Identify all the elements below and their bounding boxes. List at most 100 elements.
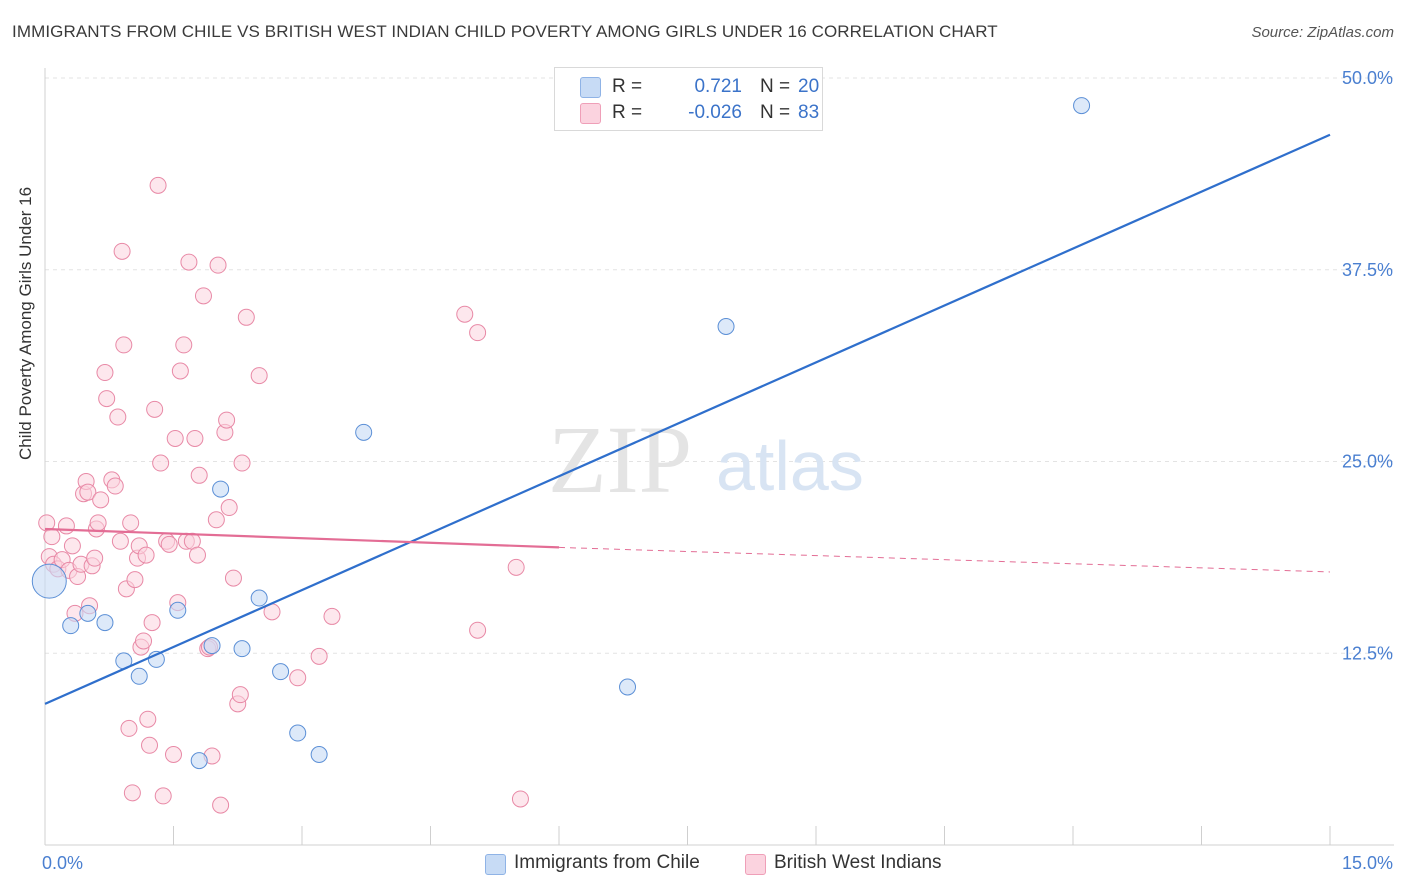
data-point-bwi: [92, 491, 110, 509]
legend-n-value: 20: [798, 76, 820, 97]
data-point-bwi: [137, 546, 155, 564]
data-point-bwi: [113, 242, 131, 260]
data-point-bwi: [120, 719, 138, 737]
series-british-west-indians: [38, 176, 529, 814]
data-point-bwi: [160, 535, 178, 553]
data-point-bwi: [469, 621, 487, 639]
legend-swatch-bwi: [745, 854, 766, 875]
data-point-chile: [250, 589, 268, 607]
y-axis-label: Child Poverty Among Girls Under 16: [16, 186, 35, 460]
data-point-bwi: [171, 362, 189, 380]
data-point-bwi: [190, 466, 208, 484]
data-point-bwi: [154, 787, 172, 805]
watermark-zip: ZIP: [548, 406, 692, 513]
data-point-bwi: [456, 305, 474, 323]
data-point-bwi: [507, 558, 525, 576]
data-point-bwi: [123, 784, 141, 802]
trendline-chile: [44, 133, 1331, 705]
data-point-bwi: [165, 745, 182, 763]
data-point-chile: [272, 663, 290, 681]
data-point-bwi: [220, 499, 238, 517]
trendline-bwi: [44, 527, 560, 549]
data-point-bwi: [135, 632, 153, 650]
data-point-bwi: [209, 256, 227, 274]
data-point-chile: [1073, 97, 1091, 115]
data-point-bwi: [146, 400, 164, 418]
data-point-chile: [31, 563, 67, 599]
legend-r-value: 0.721: [694, 76, 742, 97]
legend-swatch-chile: [580, 77, 601, 98]
data-point-bwi: [188, 546, 206, 564]
data-point-bwi: [98, 390, 116, 408]
legend-r-value: -0.026: [688, 102, 742, 123]
data-point-bwi: [180, 253, 198, 271]
data-point-bwi: [323, 607, 341, 625]
legend-r-label: R =: [612, 102, 643, 123]
y-tick-label: 50.0%: [1342, 68, 1393, 88]
legend-swatch-bwi: [580, 103, 601, 124]
data-point-chile: [190, 752, 208, 770]
data-point-bwi: [310, 647, 328, 665]
series-legend: Immigrants from Chile British West India…: [0, 852, 1406, 878]
data-point-bwi: [175, 336, 193, 354]
data-point-bwi: [43, 528, 61, 546]
y-tick-label: 37.5%: [1342, 260, 1393, 280]
data-point-chile: [355, 423, 373, 441]
trendlines: [44, 133, 1331, 705]
data-point-bwi: [212, 796, 230, 814]
x-tick-label: 0.0%: [42, 853, 83, 873]
source-label: Source: ZipAtlas.com: [1251, 24, 1394, 41]
data-point-chile: [233, 640, 251, 658]
y-tick-labels: 12.5% 25.0% 37.5% 50.0%: [1342, 68, 1393, 663]
data-point-chile: [79, 604, 97, 622]
grid-lines: [45, 77, 1394, 654]
data-point-bwi: [194, 287, 212, 305]
data-point-bwi: [96, 364, 114, 382]
x-tick-label: 15.0%: [1342, 853, 1393, 873]
data-point-bwi: [250, 367, 268, 385]
trendline-bwi-extension: [558, 546, 1331, 573]
data-point-bwi: [469, 324, 487, 342]
data-point-bwi: [89, 514, 107, 532]
data-point-bwi: [106, 477, 124, 495]
data-point-bwi: [109, 408, 127, 426]
data-point-bwi: [233, 454, 251, 472]
data-point-chile: [310, 745, 328, 763]
chart-title: IMMIGRANTS FROM CHILE VS BRITISH WEST IN…: [12, 22, 998, 41]
data-point-chile: [62, 617, 80, 635]
data-point-bwi: [186, 429, 204, 447]
legend-n-label: N =: [760, 76, 791, 97]
data-point-chile: [212, 480, 230, 498]
correlation-legend: R = 0.721 N = 20 R = -0.026 N = 83: [554, 67, 823, 131]
data-point-bwi: [289, 669, 307, 687]
data-point-bwi: [231, 686, 249, 704]
data-point-bwi: [122, 514, 140, 532]
data-point-bwi: [166, 429, 184, 447]
data-point-bwi: [126, 571, 144, 589]
data-point-bwi: [143, 614, 161, 632]
data-point-chile: [717, 318, 735, 336]
data-point-bwi: [218, 411, 236, 429]
data-point-bwi: [511, 790, 529, 808]
data-point-chile: [130, 667, 148, 685]
x-tick-labels: 0.0% 15.0%: [42, 853, 1393, 873]
data-point-bwi: [86, 549, 104, 567]
axes: [44, 68, 1394, 846]
watermark: ZIP atlas: [548, 406, 864, 513]
data-point-bwi: [152, 454, 170, 472]
data-point-bwi: [141, 736, 159, 754]
y-tick-label: 12.5%: [1342, 643, 1393, 663]
data-point-bwi: [115, 336, 133, 354]
legend-label-bwi: British West Indians: [774, 852, 942, 873]
data-point-bwi: [224, 569, 242, 587]
legend-n-value: 83: [798, 102, 820, 123]
data-point-chile: [619, 678, 637, 696]
data-point-bwi: [207, 511, 225, 529]
data-point-bwi: [237, 308, 255, 326]
y-tick-label: 25.0%: [1342, 452, 1393, 472]
legend-label-chile: Immigrants from Chile: [514, 852, 700, 873]
data-point-bwi: [57, 517, 75, 535]
data-point-chile: [203, 637, 221, 655]
watermark-atlas: atlas: [716, 427, 864, 505]
